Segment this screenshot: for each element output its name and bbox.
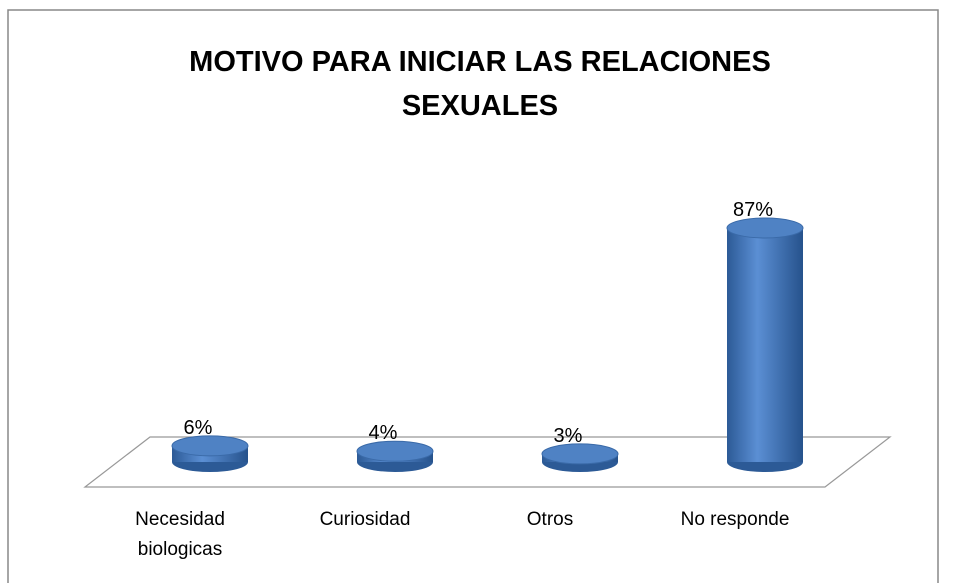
x-tick-label: No responde	[680, 509, 790, 530]
data-label: 4%	[369, 422, 398, 444]
bar-top	[171, 435, 249, 457]
x-tick-label: Necesidad biologicas	[135, 509, 225, 560]
chart-frame	[7, 9, 939, 583]
data-label: 87%	[733, 199, 773, 221]
x-tick-label: Curiosidad	[319, 509, 411, 530]
data-label: 3%	[554, 425, 583, 447]
bar	[727, 228, 803, 462]
chart-title: MOTIVO PARA INICIAR LAS RELACIONES SEXUA…	[189, 46, 771, 122]
bar-top	[356, 440, 434, 462]
x-tick-label: Otros	[526, 509, 574, 530]
data-label: 6%	[184, 417, 213, 439]
bar-top	[541, 443, 619, 465]
floor	[83, 436, 892, 488]
bar-top	[726, 217, 804, 239]
